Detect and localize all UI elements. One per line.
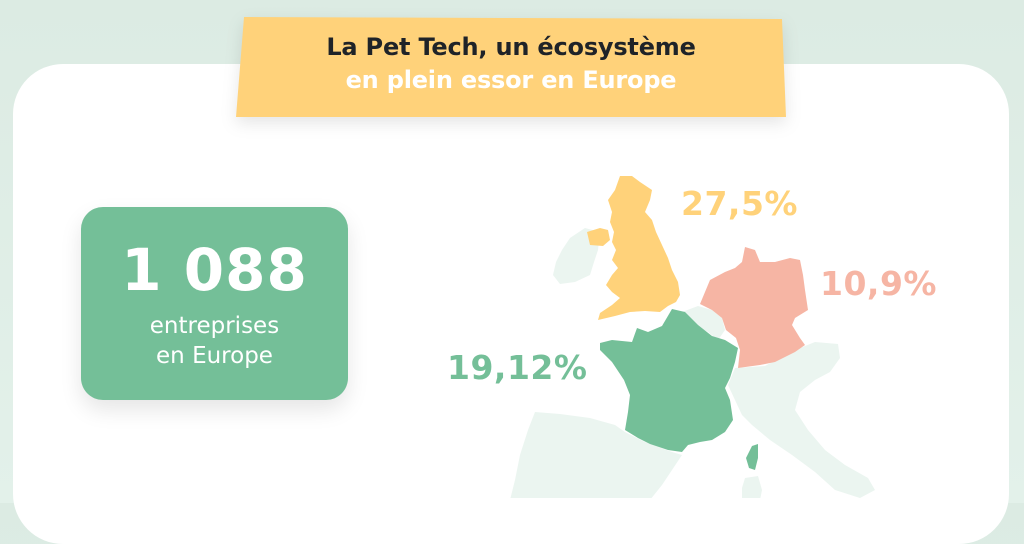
company-count-label-2: en Europe bbox=[156, 343, 273, 369]
title-line-2: en plein essor en Europe bbox=[345, 66, 677, 94]
france-percentage: 19,12% bbox=[447, 348, 588, 387]
banner-shape bbox=[236, 17, 786, 117]
map-sardinia bbox=[742, 476, 762, 498]
map-northern-ireland bbox=[587, 228, 610, 246]
map-iberia bbox=[510, 412, 682, 498]
company-count-card: 1 088 entreprises en Europe bbox=[81, 207, 348, 400]
company-count: 1 088 bbox=[121, 236, 308, 304]
map-central-south bbox=[728, 342, 875, 498]
map-benelux bbox=[682, 306, 725, 340]
company-count-label-1: entreprises bbox=[149, 313, 280, 339]
map-uk bbox=[598, 176, 680, 320]
map-germany bbox=[700, 247, 808, 368]
europe-map bbox=[510, 176, 875, 498]
map-ireland bbox=[553, 228, 600, 284]
title-line-1: La Pet Tech, un écosystème bbox=[326, 33, 696, 61]
uk-percentage: 27,5% bbox=[681, 184, 798, 223]
page-title: La Pet Tech, un écosystème en plein esso… bbox=[236, 31, 786, 97]
map-corsica bbox=[746, 444, 758, 470]
title-banner: La Pet Tech, un écosystème en plein esso… bbox=[236, 17, 786, 117]
germany-percentage: 10,9% bbox=[820, 264, 937, 303]
map-france bbox=[600, 309, 738, 452]
